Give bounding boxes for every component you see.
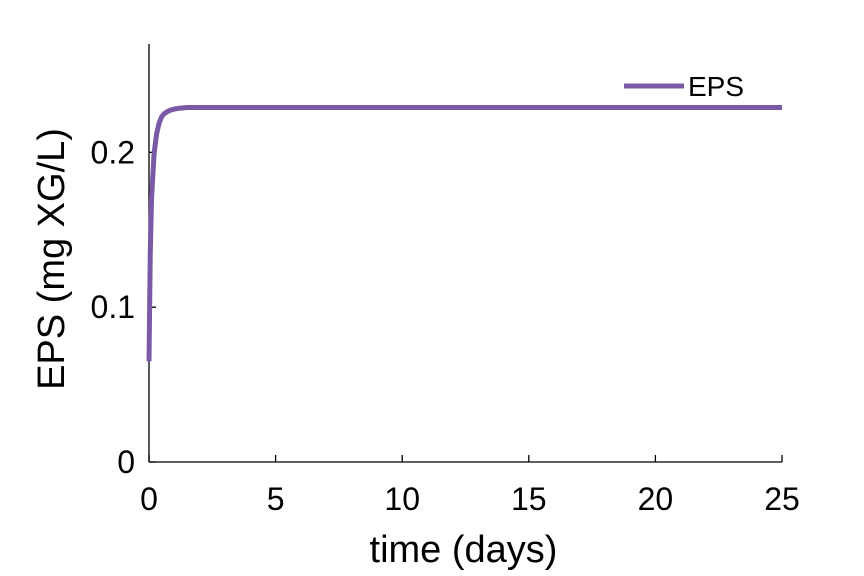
y-axis-ticks: 0 0.1 0.2 [91,134,156,480]
x-tick-label: 10 [384,481,420,517]
legend-label-eps: EPS [688,71,744,102]
x-tick-label: 20 [638,481,674,517]
x-tick-label: 25 [764,481,800,517]
x-tick-label: 0 [140,481,158,517]
legend: EPS [624,71,744,102]
y-tick-label: 0 [117,444,135,480]
y-tick-label: 0.2 [91,134,135,170]
y-axis-label: EPS (mg XG/L) [31,128,73,390]
series-layer [146,104,782,362]
x-tick-label: 5 [267,481,285,517]
x-axis-ticks: 0 5 10 15 20 25 [140,455,800,517]
x-axis-label: time (days) [370,529,558,571]
y-tick-label: 0.1 [91,289,135,325]
x-tick-label: 15 [511,481,547,517]
series-line-eps [146,104,782,362]
